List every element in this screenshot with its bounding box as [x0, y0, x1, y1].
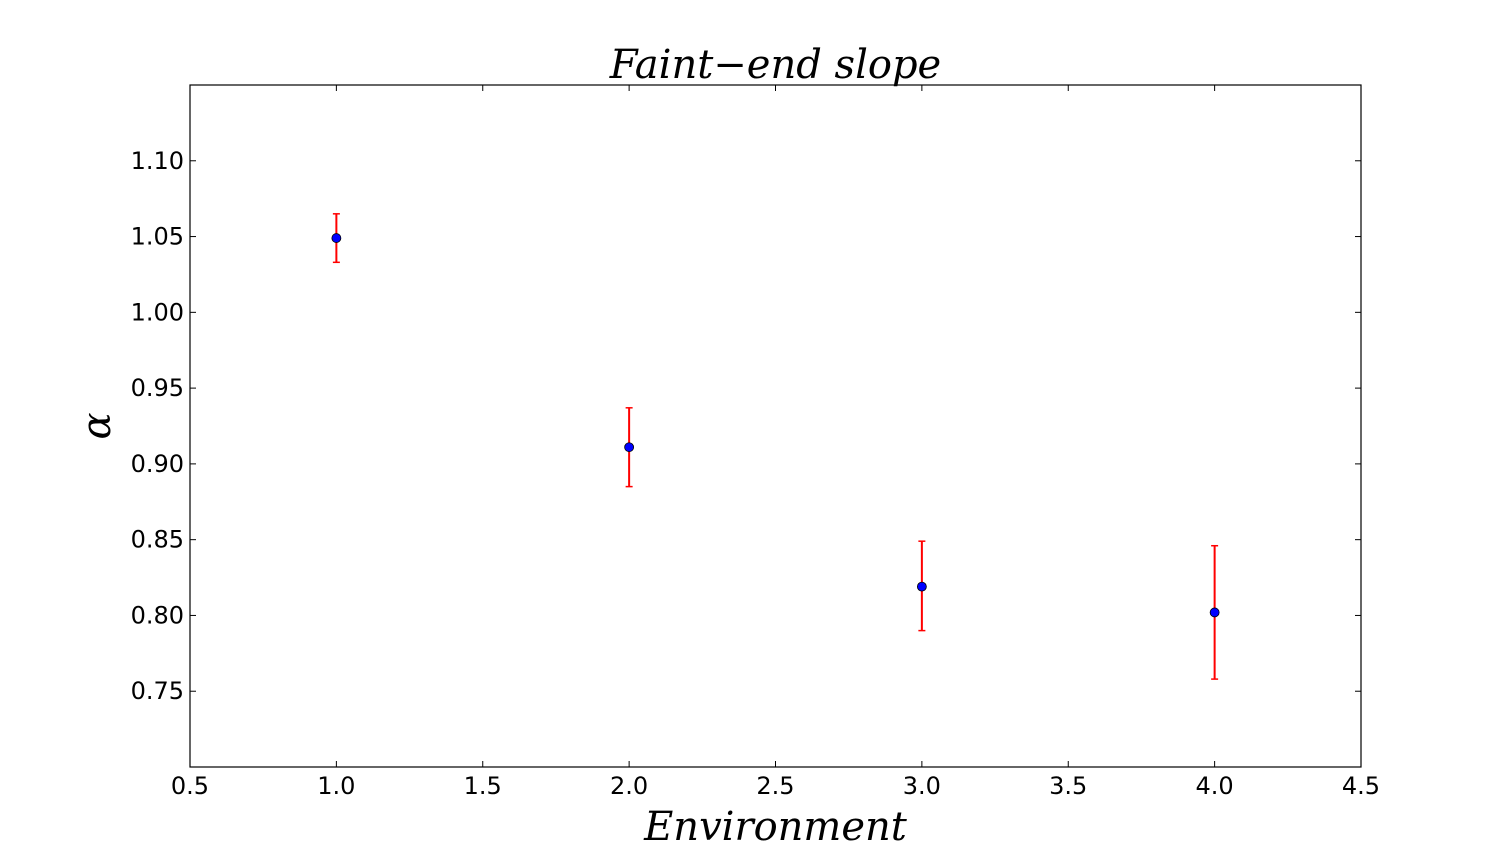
y-axis-label: α: [74, 412, 120, 439]
x-tick-label: 2.0: [610, 772, 648, 800]
y-tick-label: 1.05: [131, 223, 184, 251]
x-tick-label: 1.0: [317, 772, 355, 800]
data-point: [1209, 607, 1220, 618]
ticks-layer: [189, 85, 1362, 767]
chart-title: Faint−end slope: [609, 42, 941, 88]
y-tick-label: 0.80: [131, 601, 184, 629]
x-tick-label: 4.5: [1342, 772, 1380, 800]
y-tick-label: 0.95: [131, 374, 184, 402]
data-point: [331, 233, 342, 243]
x-axis-label: Environment: [643, 804, 908, 850]
y-tick-label: 1.10: [131, 147, 184, 175]
x-tick-label: 4.0: [1196, 772, 1234, 800]
y-tick-label: 0.75: [131, 677, 184, 705]
y-tick-label: 1.00: [131, 298, 184, 326]
x-tick-label: 0.5: [171, 772, 209, 800]
data-point: [624, 442, 635, 453]
x-tick-label: 1.5: [464, 772, 502, 800]
y-tick-label: 0.85: [131, 526, 184, 554]
y-tick-label: 0.90: [131, 450, 184, 478]
points-layer: [331, 233, 1220, 618]
x-tick-label: 2.5: [756, 772, 794, 800]
x-tick-label: 3.0: [903, 772, 941, 800]
data-point: [916, 581, 927, 592]
x-tick-label: 3.5: [1049, 772, 1087, 800]
tick-labels-layer: 0.5 1.0 1.5 2.0 2.5 3.0 3.5 4.0 4.5 0.75 0.80 0.85 0…: [131, 147, 1381, 800]
